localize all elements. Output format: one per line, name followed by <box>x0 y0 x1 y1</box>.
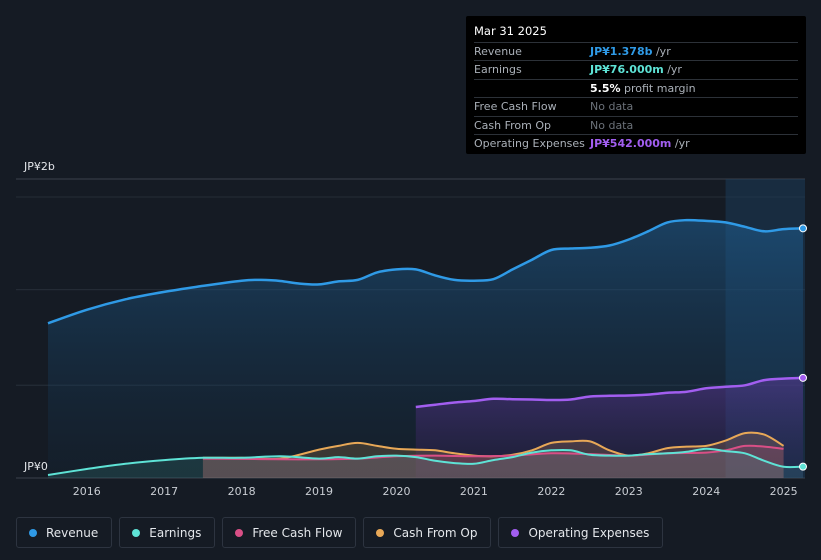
tooltip-amount: 5.5% <box>590 81 621 95</box>
x-tick-label: 2020 <box>382 485 410 498</box>
earnings-line <box>47 447 804 476</box>
operating-expenses-line <box>415 376 804 409</box>
operating-expenses-end-point <box>799 373 807 382</box>
x-tick-label: 2023 <box>615 485 643 498</box>
free-cash-flow-area <box>202 445 784 478</box>
tooltip-label <box>474 80 590 97</box>
tooltip-amount: JP¥542.000m <box>590 136 672 150</box>
tooltip-unit: /yr <box>652 45 671 58</box>
tooltip-label: Earnings <box>474 63 522 77</box>
tooltip-amount: No data <box>590 118 634 132</box>
x-tick-label: 2017 <box>150 485 178 498</box>
tooltip-value: No data <box>590 98 633 115</box>
y-tick-label: JP¥0 <box>23 460 48 473</box>
cash-from-op-line <box>202 431 785 461</box>
chart-legend: Revenue Earnings Free Cash Flow Cash From O… <box>16 517 664 548</box>
x-tick-label: 2025 <box>770 485 798 498</box>
data-tooltip: Mar 31 2025 Revenue JP¥1.378b /yr Earnings… <box>466 16 806 154</box>
tooltip-rows: Revenue JP¥1.378b /yr Earnings JP¥76.000m /… <box>474 42 798 152</box>
tooltip-value: No data <box>590 117 633 134</box>
tooltip-row-earnings: Earnings JP¥76.000m /yr <box>474 60 798 78</box>
legend-label: Revenue <box>46 525 99 540</box>
legend-label: Earnings <box>149 525 202 540</box>
x-tick-label: 2018 <box>228 485 256 498</box>
tooltip-row-revenue: Revenue JP¥1.378b /yr <box>474 42 798 60</box>
x-axis-labels: 2016 2017 2018 2019 2020 2021 2022 2023 2024 2025 <box>73 485 798 498</box>
x-tick-label: 2016 <box>73 485 101 498</box>
legend-item-earnings[interactable]: Earnings <box>119 517 216 548</box>
tooltip-unit: /yr <box>663 63 682 77</box>
tooltip-value: 5.5% profit margin <box>590 80 696 97</box>
legend-label: Free Cash Flow <box>252 525 343 540</box>
legend-dot-icon <box>132 528 141 537</box>
tooltip-label: Free Cash Flow <box>474 100 557 114</box>
tooltip-label: Cash From Op <box>474 118 552 132</box>
x-tick-label: 2022 <box>537 485 565 498</box>
series-areas <box>48 220 803 478</box>
legend-dot-icon <box>376 528 385 537</box>
legend-item-revenue[interactable]: Revenue <box>16 517 113 548</box>
legend-label: Cash From Op <box>393 525 478 540</box>
legend-dot-icon <box>235 528 244 537</box>
series-lines <box>47 218 804 476</box>
tooltip-amount: JP¥1.378b <box>590 45 653 58</box>
legend-item-free-cash-flow[interactable]: Free Cash Flow <box>222 517 357 548</box>
tooltip-unit: profit margin <box>620 81 696 95</box>
legend-item-cash-from-op[interactable]: Cash From Op <box>363 517 492 548</box>
tooltip-value: JP¥1.378b /yr <box>590 43 671 60</box>
tooltip-amount: JP¥76.000m <box>590 63 664 77</box>
legend-dot-icon <box>29 528 37 537</box>
tooltip-row-cash-from-op: Cash From Op No data <box>474 115 798 134</box>
legend-dot-icon <box>511 528 520 537</box>
tooltip-amount: No data <box>590 100 634 114</box>
x-tick-label: 2021 <box>460 485 488 498</box>
tooltip-date: Mar 31 2025 <box>474 24 547 38</box>
tooltip-row-profit-margin: 5.5% profit margin <box>474 78 798 97</box>
revenue-line <box>47 218 804 325</box>
tooltip-value: JP¥542.000m /yr <box>590 135 690 152</box>
tooltip-value: JP¥76.000m /yr <box>590 61 682 78</box>
tooltip-row-operating-expenses: Operating Expenses JP¥542.000m /yr <box>474 133 798 152</box>
y-axis-labels: JP¥2b JP¥0 <box>23 160 55 473</box>
legend-item-operating-expenses[interactable]: Operating Expenses <box>498 517 664 548</box>
tooltip-unit: /yr <box>671 136 690 150</box>
earnings-end-point <box>799 462 807 471</box>
tooltip-label: Revenue <box>474 45 522 58</box>
y-tick-label: JP¥2b <box>23 160 55 173</box>
x-tick-label: 2024 <box>692 485 720 498</box>
x-tick-label: 2019 <box>305 485 333 498</box>
tooltip-label: Operating Expenses <box>474 136 585 150</box>
tooltip-row-free-cash-flow: Free Cash Flow No data <box>474 97 798 115</box>
series-end-markers <box>799 224 807 471</box>
revenue-end-point <box>799 224 807 233</box>
legend-label: Operating Expenses <box>528 525 650 540</box>
